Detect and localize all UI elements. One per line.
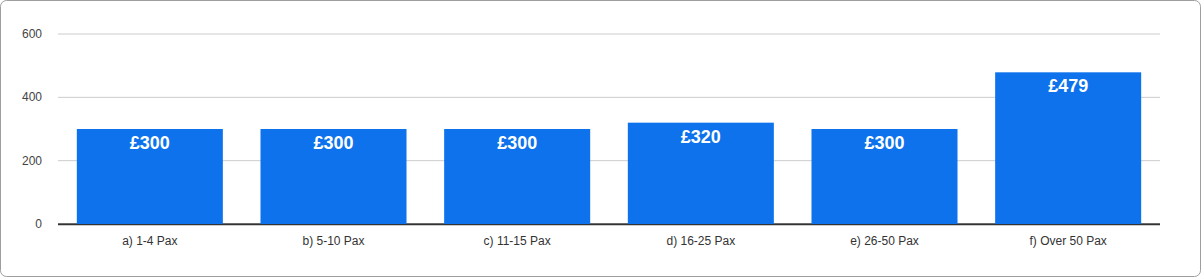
x-tick-label: d) 16-25 Pax (666, 234, 735, 248)
chart-container: 0200400600£300a) 1-4 Pax£300b) 5-10 Pax£… (0, 0, 1201, 277)
bar (77, 129, 223, 224)
data-label: £300 (864, 133, 904, 153)
data-label: £320 (681, 127, 721, 147)
grid-line (58, 160, 1160, 161)
data-label: £479 (1048, 76, 1088, 96)
bar (260, 129, 406, 224)
y-tick-label: 200 (22, 154, 42, 168)
chart-border (1, 1, 1201, 277)
chart-svg: 0200400600£300a) 1-4 Pax£300b) 5-10 Pax£… (0, 0, 1201, 277)
grid-line (58, 97, 1160, 98)
x-tick-label: b) 5-10 Pax (302, 234, 364, 248)
x-tick-label: c) 11-15 Pax (484, 234, 551, 248)
y-tick-label: 400 (22, 90, 42, 104)
grid-line (58, 224, 1160, 225)
y-tick-label: 600 (22, 27, 42, 41)
data-label: £300 (497, 133, 537, 153)
data-label: £300 (313, 133, 353, 153)
x-tick-label: e) 26-50 Pax (850, 234, 919, 248)
x-tick-label: f) Over 50 Pax (1029, 234, 1106, 248)
bars (77, 72, 1141, 224)
data-label: £300 (130, 133, 170, 153)
bar (628, 123, 774, 224)
bar (995, 72, 1141, 224)
x-tick-label: a) 1-4 Pax (122, 234, 177, 248)
bar (811, 129, 957, 224)
x-axis-line (58, 224, 1160, 226)
y-tick-label: 0 (35, 217, 42, 231)
grid-line (58, 34, 1160, 35)
labels: £300 a) 1-4 Pax £300 b) 5-10 Pax £300 c) 11-1… (122, 76, 1107, 248)
bar (444, 129, 590, 224)
